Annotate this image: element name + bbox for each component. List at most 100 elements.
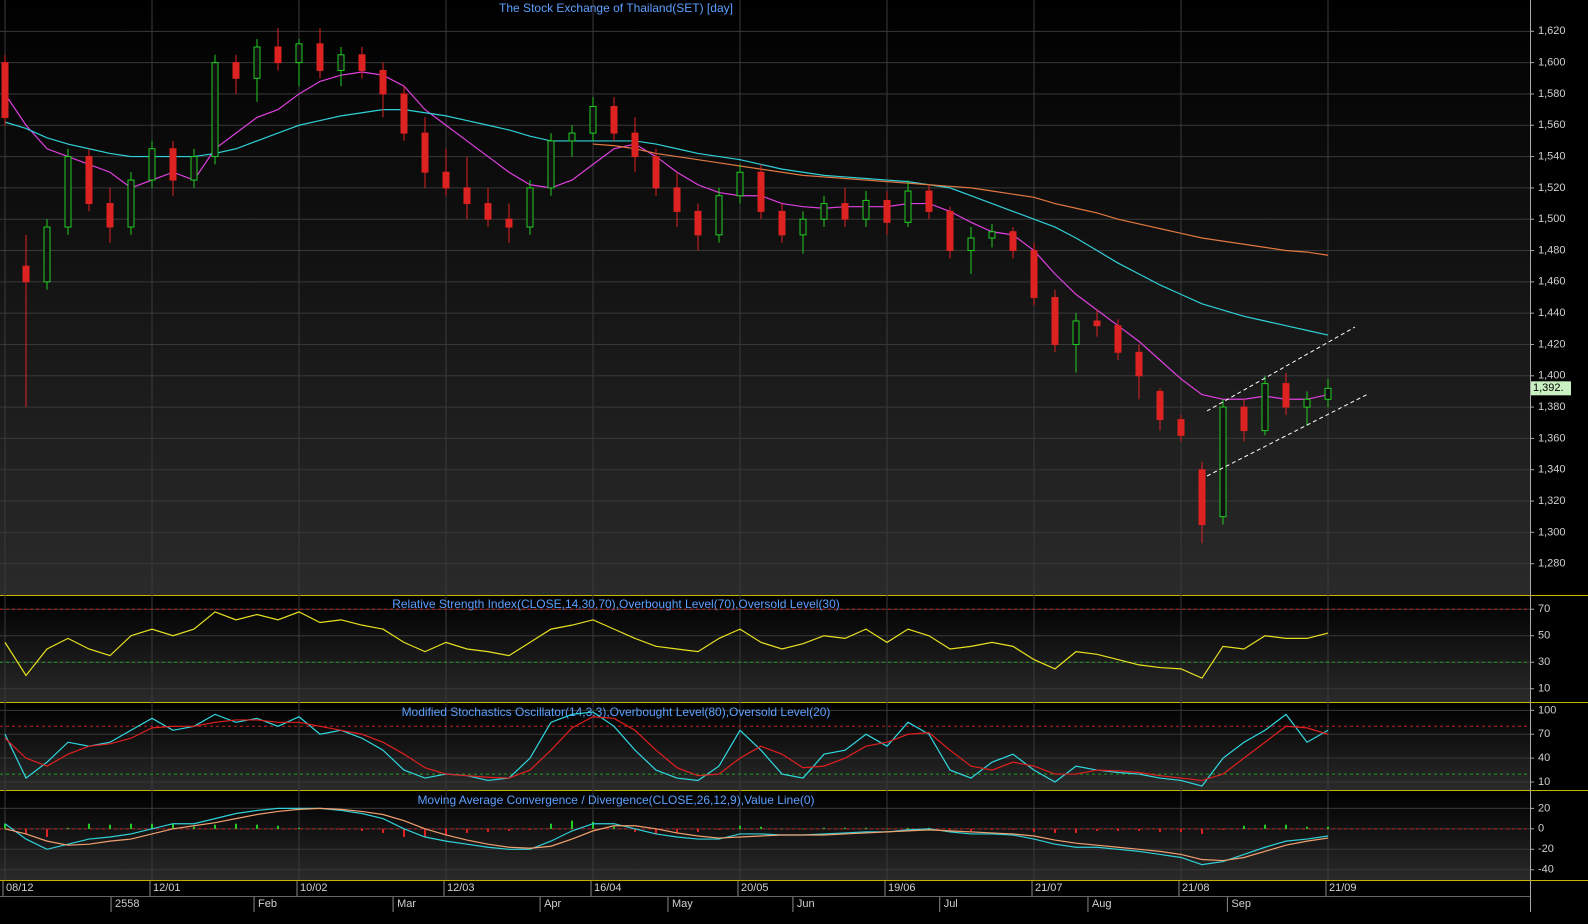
candle-body (274, 46, 282, 64)
histogram-bar (1138, 828, 1140, 831)
x-tick-label: 21/09 (1329, 882, 1357, 894)
histogram-bar (907, 827, 909, 829)
candle-body (463, 187, 471, 205)
indicator-line (4, 71, 1329, 400)
indicator-line (4, 807, 1329, 862)
y-tick-label: 20 (1538, 802, 1550, 814)
histogram-bar (508, 828, 510, 831)
y-tick-label: 1,280 (1538, 558, 1566, 570)
y-tick-label: 100 (1538, 704, 1556, 716)
histogram-bar (1306, 826, 1308, 829)
x-tick-label: 16/04 (594, 882, 622, 894)
candle-body (169, 148, 177, 181)
candle-body (1198, 469, 1206, 526)
histogram-bar (340, 828, 342, 830)
histogram-bar (172, 823, 174, 829)
y-tick-label: 10 (1538, 683, 1550, 695)
y-tick-label: 1,380 (1538, 401, 1566, 413)
histogram-bar (1243, 825, 1245, 829)
x2-tick-label: Sep (1231, 898, 1251, 910)
histogram-bar (718, 828, 720, 830)
y-tick-label: 1,620 (1538, 25, 1566, 37)
candle-body (1, 62, 9, 118)
x-tick-label: 08/12 (6, 882, 34, 894)
candle-body (1009, 231, 1017, 252)
histogram-bar (88, 823, 90, 829)
candle-body (148, 148, 156, 181)
x-tick-label: 20/05 (741, 882, 769, 894)
candle-body (736, 171, 744, 197)
candle-body (820, 203, 828, 220)
x2-tick-label: Feb (258, 898, 277, 910)
histogram-bar (298, 827, 300, 829)
y-tick-label: 10 (1538, 776, 1550, 788)
y-tick-label: -40 (1538, 864, 1554, 876)
x-tick-label: 21/07 (1035, 882, 1063, 894)
candle-body (22, 265, 30, 283)
panel-title: Moving Average Convergence / Divergence(… (417, 793, 814, 807)
indicator-line (4, 716, 1329, 782)
candle-body (43, 226, 51, 283)
trend-line (1206, 326, 1356, 412)
candle-body (358, 54, 366, 71)
y-tick-label: 1,480 (1538, 244, 1566, 256)
x2-tick-label: Jul (944, 898, 958, 910)
candle-body (1051, 297, 1059, 345)
histogram-bar (844, 827, 846, 829)
candle-body (967, 237, 975, 252)
histogram-bar (277, 825, 279, 829)
candle-body (652, 156, 660, 189)
histogram-bar (655, 828, 657, 834)
candle-body (232, 62, 240, 79)
histogram-bar (1285, 824, 1287, 829)
candle-body (841, 203, 849, 220)
candle-body (631, 132, 639, 158)
histogram-bar (214, 824, 216, 829)
y-tick-label: 1,600 (1538, 57, 1566, 69)
y-tick-label: 50 (1538, 630, 1550, 642)
candle-body (757, 171, 765, 212)
indicator-line (4, 711, 1329, 787)
candle-body (1219, 406, 1227, 518)
candle-body (883, 199, 891, 223)
candle-body (253, 46, 261, 79)
candle-body (610, 105, 618, 134)
histogram-bar (46, 828, 48, 838)
histogram-bar (67, 827, 69, 829)
y-tick-label: 0 (1538, 823, 1544, 835)
candle-body (421, 132, 429, 173)
x-tick-label: 10/02 (300, 882, 328, 894)
candle-body (505, 218, 513, 228)
indicator-line (4, 807, 1329, 866)
candle-body (1135, 351, 1143, 377)
candle-body (337, 54, 345, 71)
histogram-bar (991, 828, 993, 830)
candle-body (925, 190, 933, 212)
histogram-bar (823, 827, 825, 829)
candle-body (1156, 390, 1164, 421)
candle-body (1303, 398, 1311, 408)
candle-body (1093, 320, 1101, 327)
x-tick-label: 12/03 (447, 882, 475, 894)
histogram-bar (781, 828, 783, 830)
candle-body (526, 187, 534, 228)
histogram-bar (1033, 828, 1035, 832)
histogram-bar (424, 828, 426, 838)
candle-body (1240, 406, 1248, 432)
x2-tick-label: Aug (1092, 898, 1112, 910)
candle-body (1030, 250, 1038, 299)
candle-body (673, 187, 681, 212)
candle-body (862, 199, 870, 220)
candle-body (547, 140, 555, 189)
histogram-bar (550, 823, 552, 829)
histogram-bar (1054, 828, 1056, 833)
histogram-bar (1012, 828, 1014, 830)
candle-body (1261, 383, 1269, 432)
histogram-bar (445, 828, 447, 835)
histogram-bar (256, 824, 258, 829)
histogram-bar (193, 826, 195, 829)
panel-background (0, 596, 1530, 702)
x2-tick-label: May (672, 898, 693, 910)
